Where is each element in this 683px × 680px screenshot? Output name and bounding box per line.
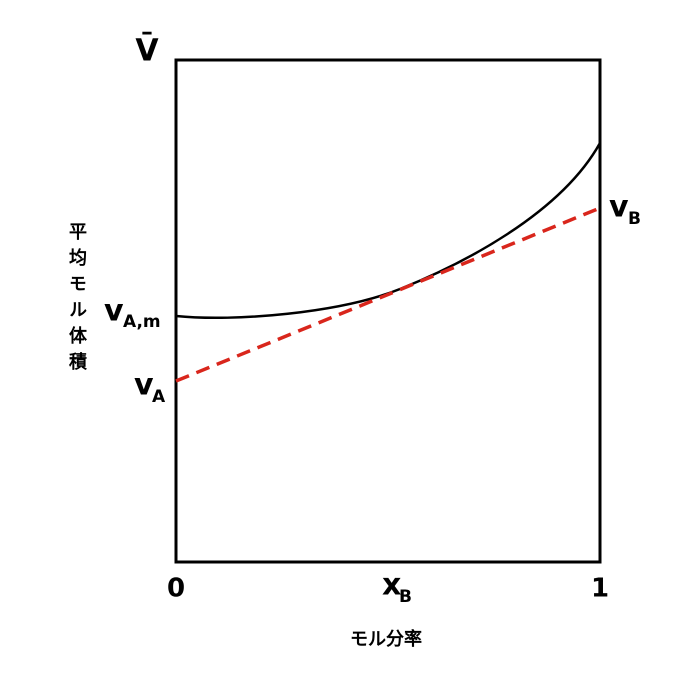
x-axis-title: モル分率 [350,628,422,650]
x-end-label: 1 [591,574,609,604]
x-point-main: x [382,568,401,603]
label-main: v [609,190,629,225]
plot-frame [174,58,602,564]
label-sub: A,m [123,312,161,332]
label-sub: A [152,387,166,407]
label-main: v [134,368,154,403]
x-point-sub: B [399,587,412,607]
y-axis-title: 平均モル体積 [66,222,88,378]
label-sub: B [628,209,641,229]
y-axis-symbol: V̄ [135,32,159,68]
tangent-line [175,206,601,383]
label-main: v [104,294,124,329]
x-start-label: 0 [167,574,185,604]
